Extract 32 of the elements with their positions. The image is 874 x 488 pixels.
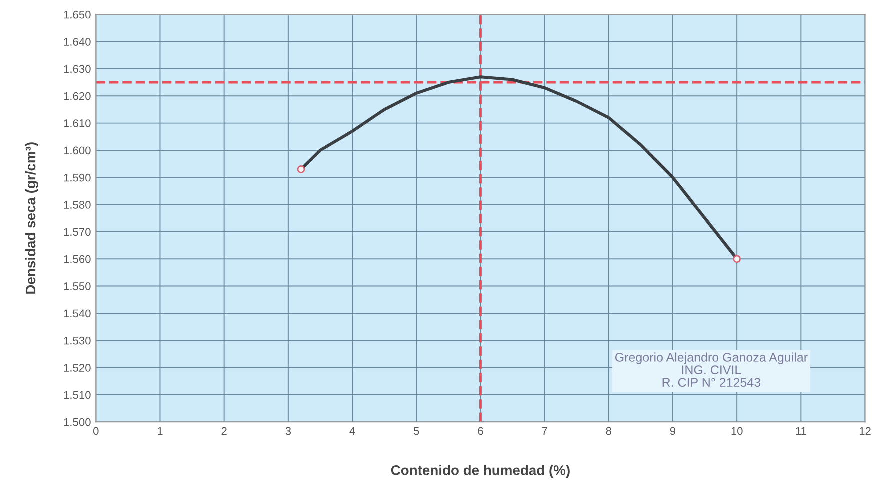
x-tick-label: 9 (670, 427, 676, 436)
y-tick-label: 1.500 (64, 418, 91, 426)
y-tick-label: 1.580 (64, 201, 91, 209)
x-tick-label: 3 (286, 427, 292, 436)
y-tick-label: 1.620 (64, 92, 91, 100)
x-tick-label: 12 (860, 427, 871, 436)
x-tick-label: 10 (732, 427, 743, 436)
y-tick-label: 1.520 (64, 364, 91, 372)
y-tick-label: 1.570 (64, 228, 91, 236)
y-tick-label: 1.540 (64, 310, 91, 318)
y-tick-label: 1.510 (64, 391, 91, 400)
y-axis-title: Densidad seca (gr/cm³) (25, 142, 38, 294)
annotation: Gregorio Alejandro Ganoza Aguilar ING. CIVIL R. CIP N° 212543 (615, 352, 808, 388)
y-tick-label: 1.650 (64, 10, 91, 19)
y-tick-label: 1.560 (64, 255, 91, 264)
x-tick-label: 5 (414, 427, 420, 436)
y-tick-label: 1.640 (64, 38, 91, 46)
y-tick-label: 1.550 (64, 282, 91, 290)
x-tick-label: 7 (542, 427, 548, 436)
x-tick-label: 6 (478, 427, 484, 436)
y-tick-label: 1.630 (64, 65, 91, 74)
x-axis-title: Contenido de humedad (%) (391, 465, 570, 478)
y-tick-label: 1.600 (64, 146, 91, 155)
y-tick-label: 1.530 (64, 336, 91, 345)
x-tick-label: 0 (93, 427, 99, 436)
x-tick-label: 2 (222, 427, 227, 436)
x-tick-label: 8 (606, 427, 612, 436)
y-tick-label: 1.590 (64, 174, 91, 182)
y-tick-label: 1.610 (64, 120, 91, 128)
x-tick-label: 4 (350, 427, 356, 436)
x-tick-label: 11 (796, 427, 806, 436)
x-tick-label: 1 (158, 427, 163, 436)
